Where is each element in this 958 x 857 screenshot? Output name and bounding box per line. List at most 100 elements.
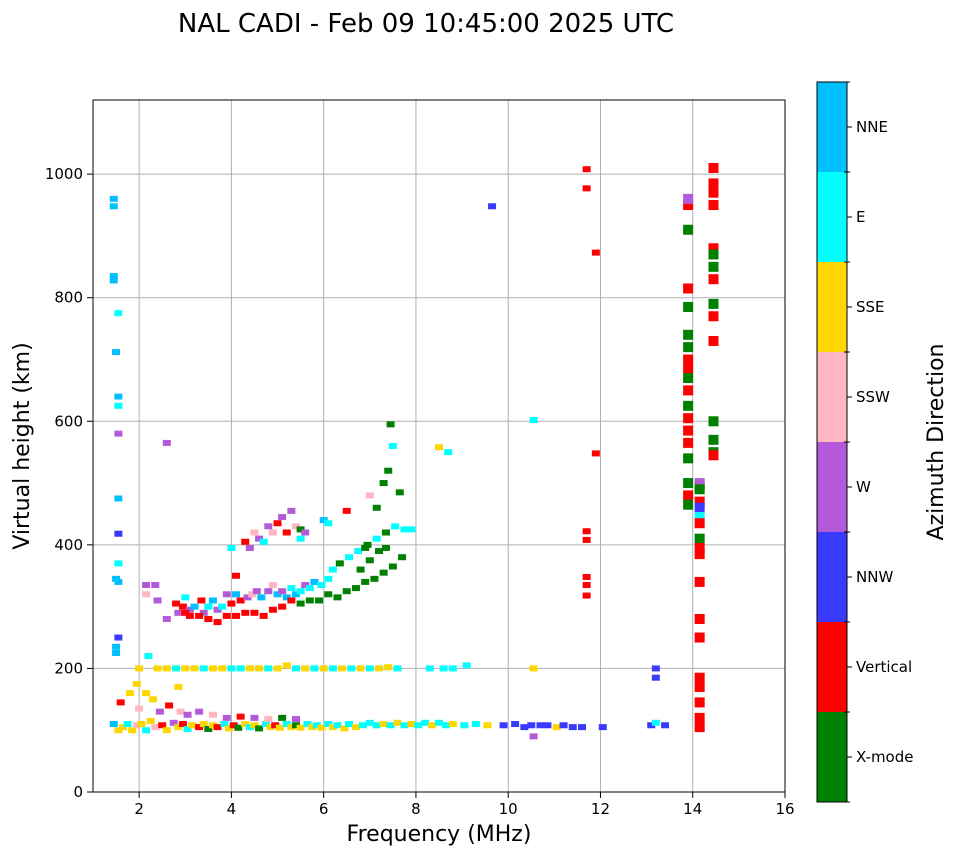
echo-point-w <box>213 606 222 613</box>
echo-point-x-mode <box>708 298 719 309</box>
echo-point-ssw <box>208 711 217 718</box>
echo-point-vertical <box>582 582 591 589</box>
echo-point-e <box>365 665 374 672</box>
echo-point-w <box>174 609 183 616</box>
echo-point-w <box>694 478 705 489</box>
echo-point-vertical <box>708 274 719 285</box>
echo-point-e <box>444 449 453 456</box>
x-tick-label: 10 <box>499 800 518 818</box>
echo-point-sse <box>208 665 217 672</box>
echo-point-x-mode <box>386 421 395 428</box>
echo-point-vertical <box>694 614 705 624</box>
echo-point-vertical <box>694 496 705 507</box>
y-axis-label: Virtual height (km) <box>10 342 35 549</box>
echo-point-vertical <box>683 437 694 448</box>
echo-point-e <box>296 535 305 542</box>
echo-point-vertical <box>694 722 705 733</box>
echo-point-vertical <box>227 600 236 607</box>
echo-point-vertical <box>708 243 719 254</box>
echo-point-nne <box>109 195 118 202</box>
echo-point-sse <box>148 696 157 703</box>
echo-point-vertical <box>694 576 705 587</box>
echo-point-nnw <box>527 722 536 729</box>
echo-point-nnw <box>114 634 123 641</box>
echo-point-e <box>236 665 245 672</box>
echo-point-x-mode <box>683 499 694 510</box>
echo-point-x-mode <box>708 249 719 260</box>
colorbar-segment-vertical <box>817 622 847 712</box>
echo-point-e <box>324 575 333 582</box>
echo-point-vertical <box>185 612 194 619</box>
echo-point-sse <box>552 724 561 731</box>
echo-point-e <box>407 526 416 533</box>
echo-point-vertical <box>582 592 591 599</box>
echo-point-w <box>291 716 300 723</box>
echo-point-e <box>227 544 236 551</box>
echo-point-sse <box>241 721 250 728</box>
echo-point-nnw <box>536 722 545 729</box>
echo-point-x-mode <box>375 548 384 555</box>
echo-point-nne <box>112 575 121 582</box>
echo-point-e <box>291 665 300 672</box>
echo-point-x-mode <box>683 224 694 235</box>
echo-point-x-mode <box>365 557 374 564</box>
echo-points <box>109 162 719 740</box>
echo-point-vertical <box>708 335 719 346</box>
echo-point-x-mode <box>335 560 344 567</box>
echo-point-ssw <box>250 529 259 536</box>
x-tick-label: 8 <box>411 800 421 818</box>
echo-point-w <box>195 708 204 715</box>
echo-point-vertical <box>708 200 719 211</box>
echo-point-w <box>142 582 151 589</box>
echo-point-e <box>172 665 181 672</box>
echo-point-e <box>393 665 402 672</box>
echo-point-vertical <box>683 490 694 501</box>
echo-point-w <box>162 616 171 622</box>
colorbar-frame <box>816 81 848 803</box>
echo-point-x-mode <box>356 566 365 573</box>
echo-point-sse <box>428 722 437 729</box>
x-tick-label: 12 <box>591 800 610 818</box>
echo-point-x-mode <box>372 504 381 511</box>
echo-point-vertical <box>591 249 600 256</box>
echo-point-e <box>400 722 409 729</box>
echo-point-x-mode <box>305 597 314 604</box>
echo-point-sse <box>208 722 217 729</box>
x-tick-label: 14 <box>683 800 702 818</box>
echo-point-w <box>222 591 231 598</box>
echo-point-sse <box>448 721 457 728</box>
colorbar-segment-sse <box>817 262 847 352</box>
azimuth-colorbar: X-mode Vertical NNW W SSW SSE E NNE <box>816 81 913 803</box>
echo-point-vertical <box>181 609 190 616</box>
echo-point-e <box>287 585 296 592</box>
echo-point-e <box>365 719 374 726</box>
echo-point-sse <box>218 665 227 672</box>
echo-point-e <box>262 721 270 728</box>
echo-point-nne <box>112 643 121 650</box>
echo-point-sse <box>128 727 137 734</box>
echo-point-e <box>435 719 443 726</box>
echo-point-vertical <box>683 354 694 365</box>
echo-point-sse <box>250 722 259 729</box>
echo-point-sse <box>132 680 141 687</box>
echo-point-x-mode <box>351 585 360 592</box>
echo-point-sse <box>146 717 155 724</box>
echo-point-vertical <box>683 413 694 424</box>
echo-point-w <box>169 719 178 726</box>
echo-point-sse <box>135 665 144 672</box>
echo-point-sse <box>114 727 123 734</box>
echo-point-vertical <box>708 162 719 173</box>
echo-point-vertical <box>229 722 238 729</box>
echo-point-w <box>183 711 192 718</box>
echo-point-x-mode <box>333 594 342 601</box>
echo-point-vertical <box>694 518 705 529</box>
colorbar-tick-label: W <box>856 478 871 496</box>
echo-point-e <box>123 721 132 728</box>
echo-point-e <box>204 603 213 610</box>
echo-point-sse <box>351 724 360 731</box>
y-tick-label: 0 <box>73 783 83 801</box>
echo-point-ssw <box>151 724 160 731</box>
x-axis-label: Frequency (MHz) <box>347 822 532 847</box>
echo-point-x-mode <box>204 725 213 732</box>
echo-point-e <box>448 665 457 672</box>
